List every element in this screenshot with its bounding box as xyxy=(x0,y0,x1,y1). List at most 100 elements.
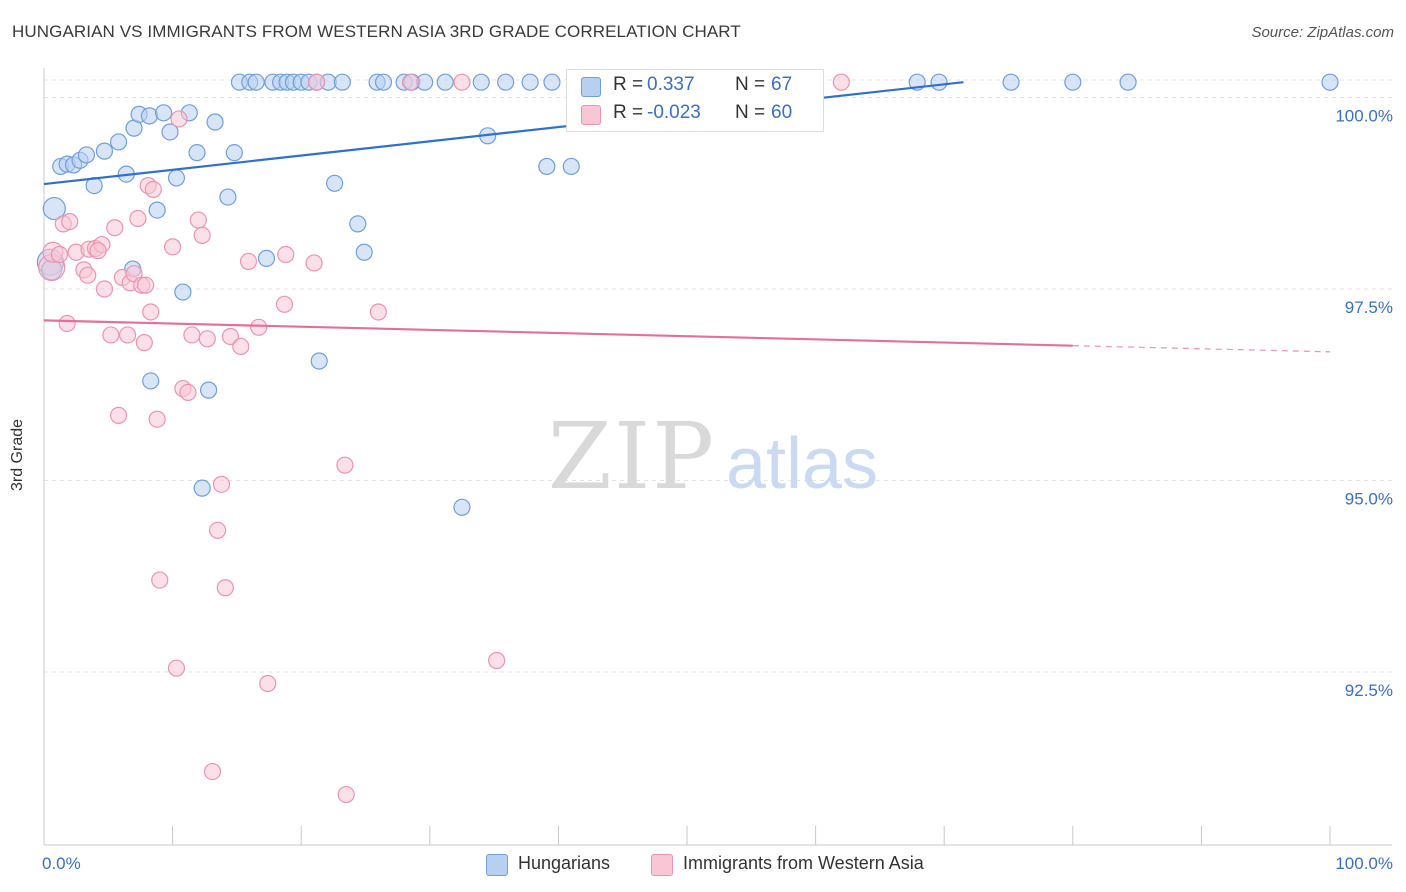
hungarians-point xyxy=(142,372,160,390)
hungarians-point xyxy=(42,196,66,221)
gridlines xyxy=(44,79,1392,673)
hungarians-point xyxy=(200,381,218,399)
western-asia-point xyxy=(216,579,234,597)
r-value: -0.023 xyxy=(647,102,701,123)
western-asia-trend-extension xyxy=(1072,345,1331,353)
chart-title: HUNGARIAN VS IMMIGRANTS FROM WESTERN ASI… xyxy=(12,22,741,41)
y-tick-label: 97.5% xyxy=(1345,298,1393,317)
pink-swatch xyxy=(581,105,601,125)
hungarians-point xyxy=(148,201,166,219)
western-asia-point xyxy=(221,327,240,346)
n-value: 67 xyxy=(771,74,793,95)
western-asia-point xyxy=(250,318,268,336)
stats-legend: R = 0.337 N = 67 R = -0.023 N = 60 xyxy=(566,69,824,132)
hungarians-point xyxy=(257,249,276,267)
western-asia-point xyxy=(189,211,207,229)
stats-legend-row-western-asia: R = -0.023 N = 60 xyxy=(567,100,823,128)
watermark-zip: ZIP xyxy=(548,403,716,510)
western-asia-point xyxy=(259,674,277,693)
western-asia-point xyxy=(308,73,326,91)
hungarians-point xyxy=(174,283,192,301)
hungarians-point xyxy=(140,107,159,125)
western-asia-point xyxy=(209,521,227,539)
hungarians-point xyxy=(453,498,471,516)
stats-legend-row-hungarians: R = 0.337 N = 67 xyxy=(567,72,823,100)
series-legend: Hungarians Immigrants from Western Asia xyxy=(0,851,1406,879)
pink-swatch xyxy=(651,854,673,876)
blue-swatch xyxy=(486,854,508,876)
y-tick-label: 95.0% xyxy=(1345,490,1393,509)
western-asia-point xyxy=(212,475,231,493)
western-asia-point xyxy=(95,280,114,298)
axes xyxy=(43,68,1392,846)
western-asia-point xyxy=(401,73,420,91)
western-asia-point xyxy=(239,252,258,271)
hungarians-point xyxy=(1064,73,1082,91)
hungarians-point xyxy=(374,73,393,91)
hungarians-point xyxy=(521,73,539,91)
y-tick-label: 100.0% xyxy=(1335,107,1393,126)
hungarians-point xyxy=(333,73,351,91)
western-asia-point xyxy=(142,303,160,321)
r-label: R = xyxy=(613,74,644,95)
r-label: R = xyxy=(613,102,644,123)
hungarians-point xyxy=(161,123,179,141)
hungarians-point xyxy=(193,479,211,497)
hungarians-point xyxy=(225,144,243,162)
hungarians-point xyxy=(1119,73,1137,91)
western-asia-point xyxy=(106,219,124,237)
western-asia-point xyxy=(369,303,387,321)
hungarians-point xyxy=(497,73,515,91)
hungarians-point xyxy=(349,215,367,233)
western-asia-point xyxy=(337,785,355,804)
n-label: N = xyxy=(735,102,766,123)
hungarians-point xyxy=(538,157,556,176)
legend-label: Immigrants from Western Asia xyxy=(683,853,924,873)
watermark: ZIP atlas xyxy=(548,403,878,510)
hungarians-point xyxy=(562,157,580,176)
western-asia-point xyxy=(275,295,294,313)
hungarians-point xyxy=(188,144,206,162)
hungarians-point xyxy=(1321,73,1339,91)
western-asia-point xyxy=(164,238,182,256)
data-points xyxy=(36,73,1339,804)
western-asia-point xyxy=(58,314,76,333)
y-tick-label: 92.5% xyxy=(1345,681,1393,700)
legend-label: Hungarians xyxy=(518,853,611,873)
western-asia-point xyxy=(102,326,120,344)
western-asia-point xyxy=(144,180,162,199)
western-asia-point xyxy=(118,326,137,344)
western-asia-point xyxy=(336,456,354,474)
hungarians-point xyxy=(1002,73,1020,91)
hungarians-point xyxy=(247,73,265,91)
western-asia-point xyxy=(198,330,216,348)
hungarians-point xyxy=(930,73,948,91)
hungarians-point xyxy=(219,188,237,206)
western-asia-point xyxy=(109,406,128,424)
western-asia-point xyxy=(136,276,155,294)
hungarians-point xyxy=(310,352,328,370)
n-label: N = xyxy=(735,74,766,95)
western-asia-point xyxy=(170,110,188,128)
hungarians-point xyxy=(206,113,224,131)
watermark-atlas: atlas xyxy=(726,424,878,504)
x-tick-label-max: 100.0% xyxy=(1335,854,1393,873)
hungarians-point xyxy=(95,142,114,160)
chart-source: Source: ZipAtlas.com xyxy=(1251,24,1394,41)
western-asia-point xyxy=(179,383,197,402)
western-asia-point xyxy=(89,242,107,260)
hungarians-point xyxy=(77,146,96,164)
western-asia-point xyxy=(453,73,471,91)
western-asia-point xyxy=(488,651,506,670)
n-value: 60 xyxy=(771,102,793,123)
western-asia-point xyxy=(277,245,295,264)
blue-swatch xyxy=(581,77,601,97)
hungarians-point xyxy=(472,73,490,91)
western-asia-point xyxy=(148,410,166,428)
western-asia-point xyxy=(135,334,153,352)
western-asia-point xyxy=(167,659,186,677)
western-asia-point xyxy=(832,73,850,91)
hungarians-point xyxy=(109,133,128,151)
western-asia-point xyxy=(183,326,201,344)
